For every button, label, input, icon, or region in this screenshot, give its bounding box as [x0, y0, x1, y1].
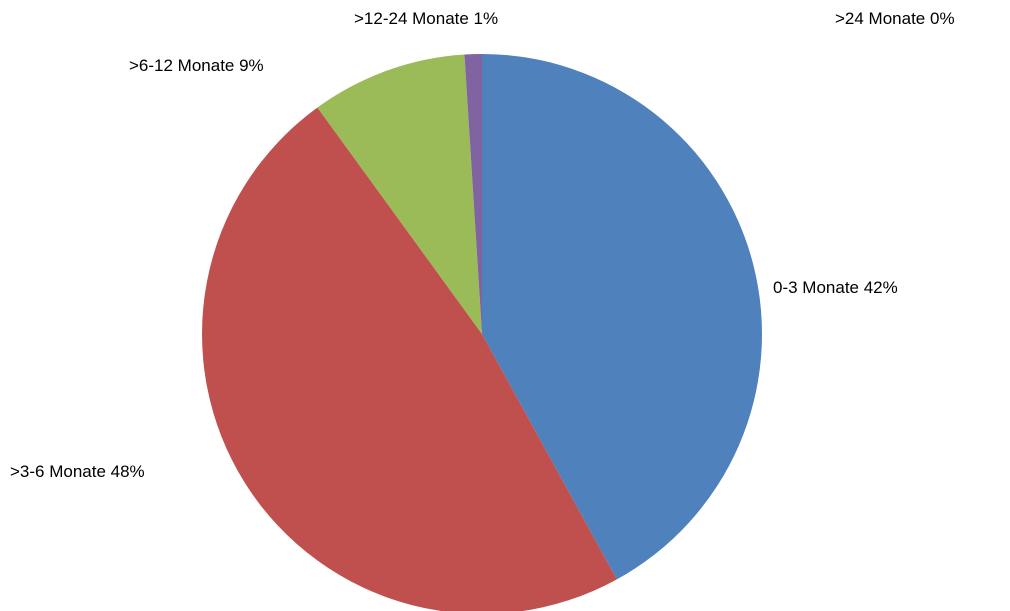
- pie-slice-6-12-monate: [317, 54, 482, 335]
- pie-slice-0-3-monate: [482, 54, 763, 580]
- data-label-12-24-monate: >12-24 Monate 1%: [354, 9, 498, 28]
- data-label-24-monate: >24 Monate 0%: [835, 9, 955, 28]
- data-label-3-6-monate: >3-6 Monate 48%: [10, 462, 145, 481]
- pie-slice-12-24-monate: [464, 53, 482, 334]
- pie-data-labels: 0-3 Monate 42% >3-6 Monate 48% >6-12 Monat…: [10, 9, 955, 481]
- data-label-0-3-monate: 0-3 Monate 42%: [773, 278, 898, 297]
- pie-slices: [202, 53, 763, 611]
- pie-slice-3-6-monate: [202, 107, 617, 611]
- data-label-6-12-monate: >6-12 Monate 9%: [129, 56, 264, 75]
